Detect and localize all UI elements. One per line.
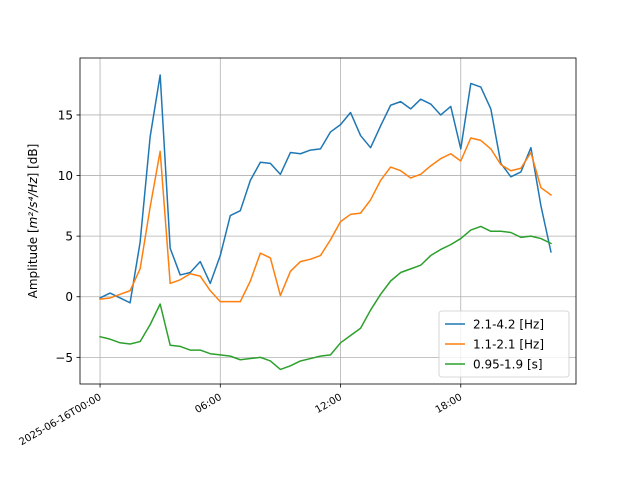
plot-area-frame bbox=[79, 57, 577, 385]
y-tick-label: −5 bbox=[55, 351, 73, 365]
y-tick-label: 0 bbox=[65, 290, 73, 304]
series-line-0 bbox=[99, 74, 552, 304]
legend-label: 2.1-4.2 [Hz] bbox=[473, 318, 544, 332]
y-axis-label-math: m²/s⁴/Hz bbox=[26, 177, 40, 229]
y-axis-label-tail: ] [dB] bbox=[26, 144, 40, 178]
y-tick-label: 10 bbox=[58, 169, 73, 183]
series-line-2 bbox=[99, 225, 552, 371]
legend: 2.1-4.2 [Hz] 1.1-2.1 [Hz] 0.95-1.9 [s] bbox=[438, 310, 570, 378]
y-axis-label: Amplitude [m²/s⁴/Hz] [dB] bbox=[26, 144, 40, 299]
y-axis-label-main: Amplitude [ bbox=[26, 228, 40, 298]
series-lines bbox=[99, 74, 552, 371]
legend-label: 1.1-2.1 [Hz] bbox=[473, 338, 544, 352]
y-tick-label: 5 bbox=[65, 230, 73, 244]
series-line-1 bbox=[99, 137, 552, 303]
legend-label: 0.95-1.9 [s] bbox=[473, 358, 543, 372]
y-tick-label: 15 bbox=[58, 108, 73, 122]
legend-box bbox=[438, 310, 570, 378]
